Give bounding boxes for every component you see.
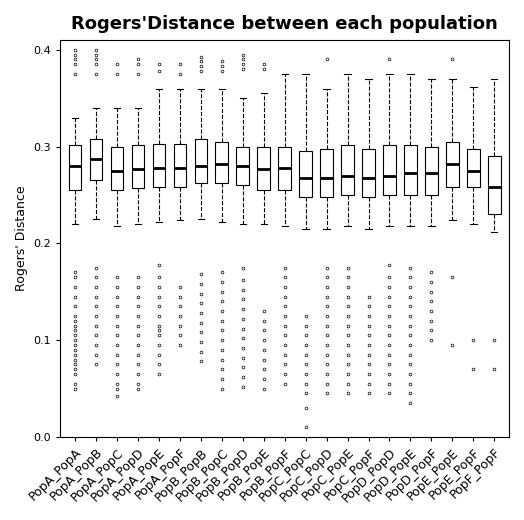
Title: Rogers'Distance between each population: Rogers'Distance between each population (71, 15, 498, 33)
PathPatch shape (152, 144, 165, 187)
PathPatch shape (236, 147, 249, 185)
PathPatch shape (446, 142, 458, 187)
PathPatch shape (488, 156, 500, 214)
PathPatch shape (132, 145, 144, 188)
PathPatch shape (383, 145, 396, 195)
PathPatch shape (215, 142, 228, 184)
PathPatch shape (467, 149, 479, 187)
PathPatch shape (90, 139, 102, 180)
PathPatch shape (299, 151, 312, 197)
PathPatch shape (341, 145, 354, 195)
Y-axis label: Rogers' Distance: Rogers' Distance (15, 186, 28, 291)
PathPatch shape (173, 144, 186, 187)
PathPatch shape (362, 149, 375, 197)
PathPatch shape (425, 147, 438, 195)
PathPatch shape (257, 147, 270, 190)
PathPatch shape (111, 147, 123, 190)
PathPatch shape (320, 149, 333, 197)
PathPatch shape (278, 147, 291, 190)
PathPatch shape (404, 145, 417, 195)
PathPatch shape (69, 145, 81, 190)
PathPatch shape (194, 139, 207, 184)
